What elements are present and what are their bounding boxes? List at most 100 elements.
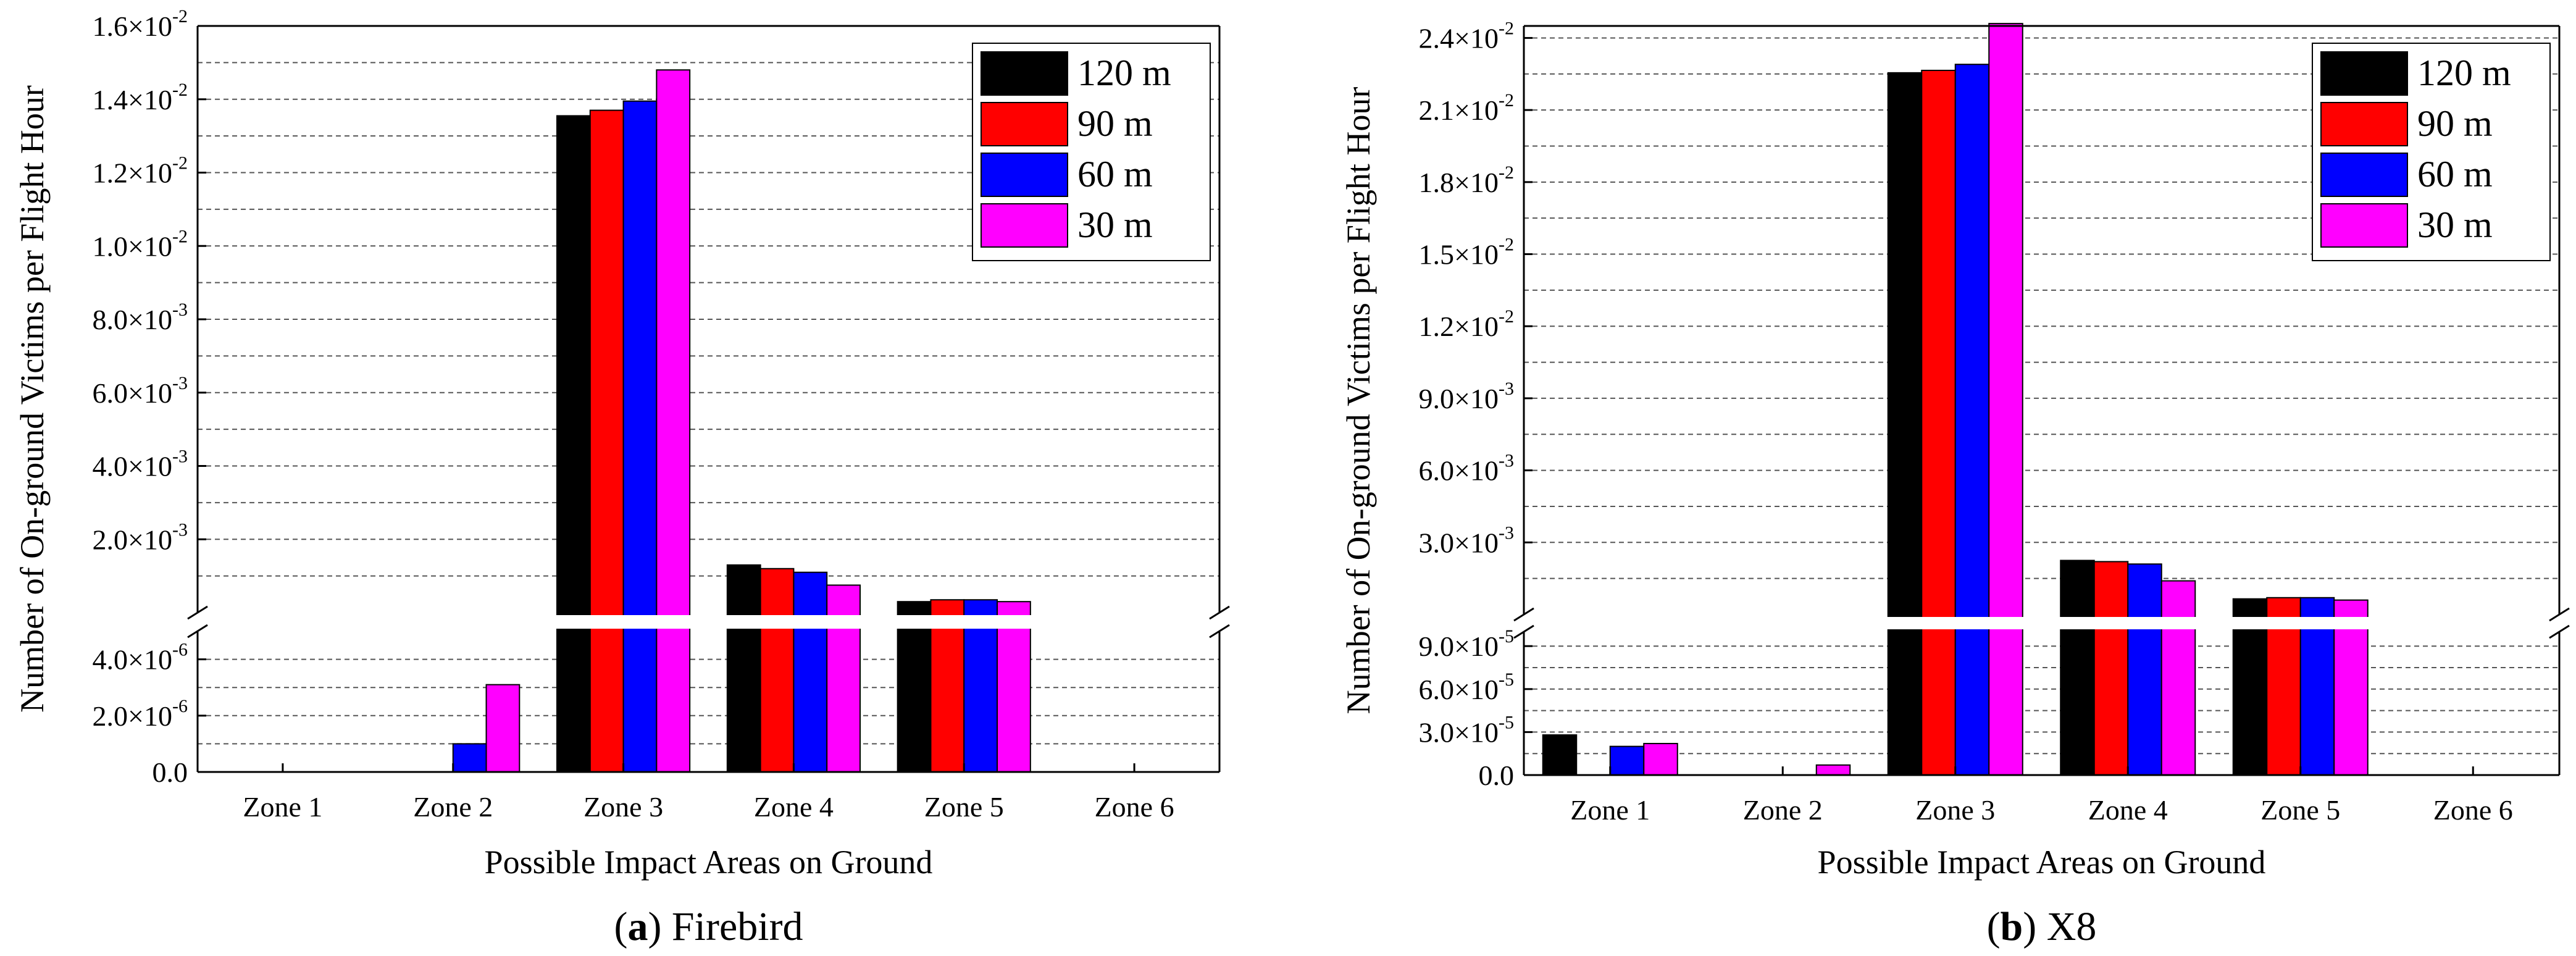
x-tick-label: Zone 3 [583, 791, 663, 823]
y-tick-label: 0.0 [1479, 760, 1515, 791]
chart-panel-b: 0.0 3.0×10-5 6.0×10-5 9.0×10-5 3.0×10-3 6.0×1… [1340, 18, 2570, 949]
bar-upper-b-90m-zone3 [1921, 69, 1956, 619]
bar-upper-b-120m-zone5 [2232, 598, 2268, 619]
y-tick-label: 2.4×10-2 [1419, 18, 1514, 54]
axis-break-mark [1513, 624, 1534, 639]
y-tick-label: 1.2×10-2 [1419, 306, 1514, 342]
axis-break-mark [2549, 624, 2570, 639]
bar-b-30m-zone2 [1815, 764, 1851, 776]
legend-swatch-120m [981, 51, 1068, 96]
bar-lower-a-90m-zone3 [589, 627, 624, 773]
bar-lower-a-30m-zone4 [826, 627, 861, 773]
bar-lower-b-60m-zone5 [2299, 627, 2335, 776]
panel-caption: (a) Firebird [614, 904, 803, 949]
bar-upper-a-90m-zone3 [589, 109, 624, 617]
y-axis-title: Number of On-ground Victims per Flight H… [1340, 87, 1377, 715]
bar-upper-b-120m-zone4 [2060, 560, 2095, 619]
y-tick-label: 4.0×10-3 [93, 447, 188, 482]
y-tick-label: 8.0×10-3 [93, 300, 188, 335]
legend-label-90m: 90 m [2417, 103, 2493, 144]
panel-caption: (b) X8 [1987, 904, 2097, 949]
axis-break-band [195, 615, 1222, 629]
legend-swatch-90m [981, 102, 1068, 146]
bar-lower-a-30m-zone5 [997, 627, 1031, 773]
x-tick-label: Zone 4 [754, 791, 834, 823]
bar-upper-b-30m-zone3 [1988, 23, 2023, 619]
bar-upper-b-60m-zone4 [2127, 563, 2162, 619]
bar-upper-b-30m-zone4 [2160, 580, 2196, 619]
bar-upper-a-60m-zone5 [963, 599, 998, 617]
y-tick-label: 9.0×10-5 [1419, 626, 1514, 662]
bar-lower-a-90m-zone4 [759, 627, 795, 773]
axis-break-mark [187, 605, 208, 620]
x-tick-label: Zone 3 [1915, 794, 1995, 826]
y-tick-label: 1.8×10-2 [1419, 162, 1514, 198]
bar-lower-a-60m-zone3 [622, 627, 658, 773]
bar-upper-b-90m-zone5 [2266, 597, 2301, 619]
bar-b-60m-zone1 [1609, 745, 1645, 776]
y-tick-label: 4.0×10-6 [93, 640, 188, 676]
bar-lower-a-120m-zone5 [897, 627, 932, 773]
y-tick-label: 1.2×10-2 [93, 153, 188, 189]
bar-b-30m-zone1 [1643, 742, 1678, 776]
y-tick-label: 3.0×10-5 [1419, 712, 1514, 748]
axis-break-mark [1513, 607, 1534, 622]
bar-upper-a-90m-zone5 [930, 599, 965, 617]
bar-lower-b-120m-zone5 [2232, 627, 2268, 776]
axis-break-band [1521, 617, 2562, 629]
legend-swatch-60m [2320, 153, 2408, 197]
x-tick-label: Zone 6 [2433, 794, 2513, 826]
y-tick-label: 2.0×10-3 [93, 519, 188, 555]
bar-b-120m-zone1 [1542, 734, 1578, 776]
bar-upper-b-30m-zone5 [2333, 599, 2369, 619]
bar-lower-b-30m-zone3 [1988, 627, 2023, 776]
y-tick-label: 2.0×10-6 [93, 696, 188, 732]
bar-upper-b-60m-zone3 [1954, 64, 1990, 619]
x-tick-label: Zone 6 [1095, 791, 1174, 823]
legend-label-30m: 30 m [2417, 204, 2493, 245]
bar-upper-b-120m-zone3 [1887, 72, 1923, 619]
bar-upper-b-90m-zone4 [2093, 561, 2129, 619]
axis-break-mark [2549, 607, 2570, 622]
x-axis-title: Possible Impact Areas on Ground [1818, 844, 2266, 881]
legend-label-90m: 90 m [1077, 103, 1153, 144]
bar-upper-a-90m-zone4 [759, 568, 795, 617]
y-tick-label: 0.0 [153, 757, 188, 788]
legend-label-60m: 60 m [1077, 154, 1153, 195]
bar-lower-a-120m-zone3 [556, 627, 591, 773]
bar-a-30m-zone2 [485, 684, 521, 773]
legend-label-30m: 30 m [1077, 204, 1153, 245]
y-tick-label: 3.0×10-3 [1419, 522, 1514, 558]
bar-lower-b-120m-zone3 [1887, 627, 1923, 776]
bar-lower-a-60m-zone5 [963, 627, 998, 773]
x-tick-label: Zone 4 [2088, 794, 2168, 826]
legend-label-60m: 60 m [2417, 154, 2493, 195]
y-tick-label: 6.0×10-5 [1419, 669, 1514, 705]
y-tick-label: 2.1×10-2 [1419, 90, 1514, 126]
axis-break-mark [187, 624, 208, 639]
bar-upper-a-30m-zone4 [826, 584, 861, 617]
legend-swatch-90m [2320, 102, 2408, 146]
y-tick-label: 1.0×10-2 [93, 226, 188, 262]
legend-label-120m: 120 m [1077, 52, 1171, 93]
bar-upper-a-60m-zone4 [793, 571, 828, 617]
x-axis-title: Possible Impact Areas on Ground [485, 844, 933, 881]
legend-swatch-60m [981, 153, 1068, 197]
y-tick-label: 6.0×10-3 [1419, 451, 1514, 487]
y-tick-label: 9.0×10-3 [1419, 379, 1514, 414]
bar-lower-b-30m-zone4 [2160, 627, 2196, 776]
y-tick-label: 6.0×10-3 [93, 373, 188, 409]
y-tick-label: 1.4×10-2 [93, 80, 188, 115]
y-tick-label: 1.6×10-2 [93, 6, 188, 42]
axis-break-mark [1209, 605, 1230, 620]
bar-lower-b-90m-zone3 [1921, 627, 1956, 776]
bar-lower-a-30m-zone3 [656, 627, 691, 773]
legend-swatch-30m [981, 203, 1068, 248]
y-axis-title: Number of On-ground Victims per Flight H… [14, 85, 51, 713]
bar-upper-a-60m-zone3 [622, 100, 658, 617]
bar-lower-b-120m-zone4 [2060, 627, 2095, 776]
bar-lower-b-90m-zone5 [2266, 627, 2301, 776]
chart-panel-a: 0.0 2.0×10-6 4.0×10-6 2.0×10-3 4.0×10-3 6.0×1… [14, 6, 1230, 949]
bar-upper-a-30m-zone5 [997, 601, 1031, 617]
